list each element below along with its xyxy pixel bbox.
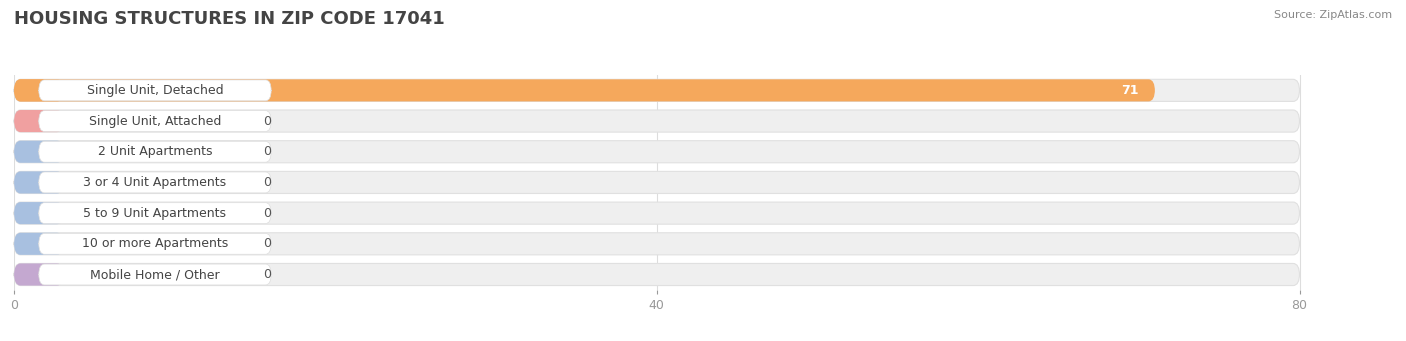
FancyBboxPatch shape — [14, 110, 63, 132]
Text: 0: 0 — [263, 237, 271, 250]
FancyBboxPatch shape — [14, 233, 63, 255]
FancyBboxPatch shape — [14, 264, 63, 285]
Text: Single Unit, Detached: Single Unit, Detached — [87, 84, 224, 97]
Text: 0: 0 — [263, 207, 271, 220]
Text: 71: 71 — [1122, 84, 1139, 97]
FancyBboxPatch shape — [39, 110, 271, 132]
FancyBboxPatch shape — [14, 141, 63, 163]
Text: 10 or more Apartments: 10 or more Apartments — [82, 237, 228, 250]
FancyBboxPatch shape — [14, 233, 1299, 255]
Text: 2 Unit Apartments: 2 Unit Apartments — [98, 145, 212, 158]
FancyBboxPatch shape — [14, 141, 1299, 163]
FancyBboxPatch shape — [14, 202, 1299, 224]
FancyBboxPatch shape — [14, 110, 1299, 132]
Text: HOUSING STRUCTURES IN ZIP CODE 17041: HOUSING STRUCTURES IN ZIP CODE 17041 — [14, 10, 444, 28]
FancyBboxPatch shape — [14, 172, 63, 193]
Text: 5 to 9 Unit Apartments: 5 to 9 Unit Apartments — [83, 207, 226, 220]
FancyBboxPatch shape — [39, 172, 271, 193]
FancyBboxPatch shape — [14, 79, 63, 101]
Text: 0: 0 — [263, 268, 271, 281]
FancyBboxPatch shape — [39, 141, 271, 162]
FancyBboxPatch shape — [14, 172, 1299, 193]
FancyBboxPatch shape — [14, 202, 63, 224]
FancyBboxPatch shape — [39, 80, 271, 101]
FancyBboxPatch shape — [39, 264, 271, 285]
FancyBboxPatch shape — [14, 264, 1299, 285]
FancyBboxPatch shape — [39, 233, 271, 254]
Text: Source: ZipAtlas.com: Source: ZipAtlas.com — [1274, 10, 1392, 20]
Text: Mobile Home / Other: Mobile Home / Other — [90, 268, 219, 281]
Text: 0: 0 — [263, 145, 271, 158]
Text: Single Unit, Attached: Single Unit, Attached — [89, 115, 221, 128]
FancyBboxPatch shape — [14, 79, 1154, 101]
Text: 0: 0 — [263, 176, 271, 189]
Text: 3 or 4 Unit Apartments: 3 or 4 Unit Apartments — [83, 176, 226, 189]
FancyBboxPatch shape — [14, 79, 1299, 101]
FancyBboxPatch shape — [39, 203, 271, 224]
Text: 0: 0 — [263, 115, 271, 128]
